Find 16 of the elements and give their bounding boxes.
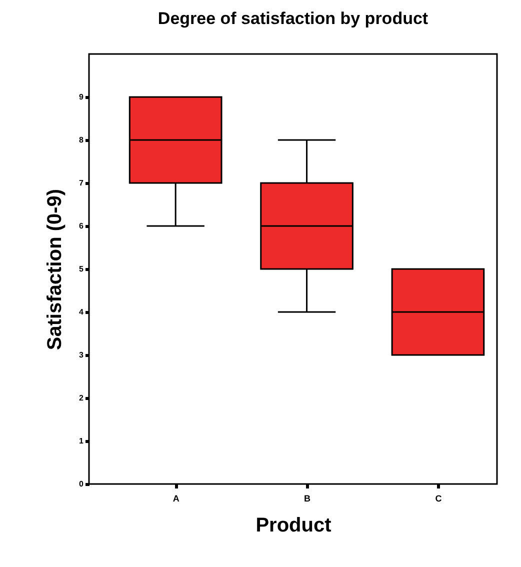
y-tick-label: 1 — [79, 436, 84, 446]
y-tick-label: 9 — [79, 92, 84, 102]
y-tick-label: 2 — [79, 394, 84, 402]
y-tick-label: 7 — [79, 178, 84, 188]
y-tick-label: 6 — [79, 222, 84, 230]
x-tick-label: A — [172, 494, 180, 504]
chart-title: Degree of satisfaction by product — [158, 9, 428, 28]
y-tick-label: 4 — [79, 308, 84, 316]
x-tick-label: C — [435, 494, 442, 504]
y-tick-label: 8 — [79, 136, 84, 144]
y-tick-label: 5 — [79, 264, 84, 274]
x-tick-label: B — [304, 494, 312, 504]
y-tick-label: 3 — [79, 350, 84, 360]
y-tick-label: 0 — [79, 480, 84, 488]
y-axis-title: Satisfaction (0-9) — [44, 188, 66, 350]
x-axis-title: Product — [256, 514, 332, 536]
